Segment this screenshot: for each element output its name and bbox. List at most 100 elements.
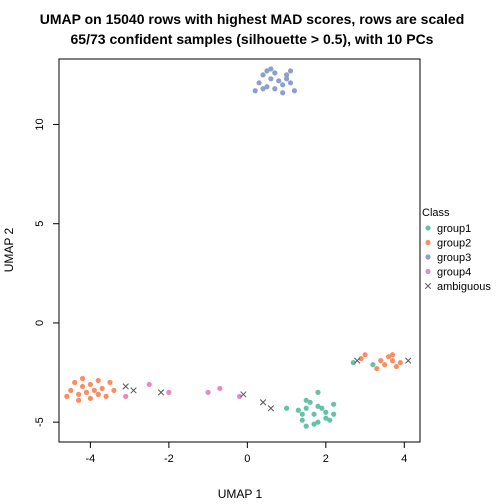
point-group2 [99, 385, 105, 392]
legend-label: ambiguous [437, 281, 491, 293]
x-tick-label: -2 [164, 453, 174, 465]
point-group1 [370, 362, 376, 368]
legend-marker [424, 282, 432, 290]
point-ambiguous [405, 357, 412, 364]
point-group2 [72, 379, 78, 386]
point-ambiguous [267, 405, 275, 412]
legend-marker [425, 239, 431, 246]
point-group1 [323, 409, 329, 415]
point-group3 [287, 80, 294, 86]
point-group3 [256, 80, 262, 86]
point-group3 [272, 70, 278, 76]
point-group2 [91, 387, 97, 394]
legend: Class group1 group2 group3 group4 ambiguous [422, 207, 491, 293]
legend-entry-group2: group2 [425, 238, 471, 250]
point-group2 [374, 365, 380, 372]
point-group3 [264, 68, 270, 74]
point-group2 [79, 375, 86, 382]
data-points [64, 66, 412, 429]
point-ambiguous [122, 383, 129, 390]
point-group4 [205, 389, 211, 395]
x-tick-label: -4 [86, 453, 96, 465]
point-group1 [303, 397, 309, 403]
legend-marker [425, 254, 431, 260]
point-group3 [287, 68, 294, 74]
point-group2 [111, 387, 117, 394]
point-group3 [252, 88, 258, 94]
point-group2 [397, 360, 403, 366]
point-group3 [283, 72, 290, 78]
y-axis: -5 0 5 10 [34, 118, 60, 427]
legend-entry-group1: group1 [425, 223, 471, 235]
y-tick-label: -5 [34, 417, 46, 427]
legend-marker [425, 225, 431, 231]
point-group1 [315, 419, 321, 425]
legend-label: group1 [437, 223, 471, 235]
legend-label: group3 [437, 252, 471, 264]
legend-title: Class [422, 207, 450, 219]
point-group2 [389, 358, 396, 364]
point-group1 [323, 415, 329, 421]
y-tick-label: 0 [34, 320, 46, 326]
point-group2 [386, 354, 392, 360]
point-group1 [311, 421, 317, 427]
point-group1 [331, 411, 337, 417]
point-ambiguous [354, 357, 361, 364]
point-group2 [76, 391, 82, 397]
point-group2 [83, 389, 90, 395]
point-group2 [68, 387, 74, 394]
y-tick-label: 5 [34, 221, 46, 227]
chart-subtitle: 65/73 confident samples (silhouette > 0.… [71, 31, 434, 47]
point-group1 [283, 405, 290, 411]
point-group2 [378, 358, 384, 364]
point-group3 [268, 76, 274, 82]
plot-frame [58, 58, 421, 443]
point-group2 [79, 383, 86, 390]
point-group2 [362, 352, 368, 358]
point-group4 [166, 389, 172, 395]
point-group2 [87, 381, 93, 388]
point-ambiguous [240, 391, 247, 398]
point-group1 [303, 405, 309, 411]
point-group3 [260, 86, 266, 92]
point-group1 [295, 407, 301, 413]
point-group1 [315, 389, 321, 395]
point-group4 [146, 381, 152, 388]
legend-label: group4 [437, 267, 471, 279]
point-ambiguous [130, 387, 137, 394]
point-group2 [382, 362, 388, 368]
point-group3 [268, 66, 274, 72]
point-group2 [64, 393, 70, 399]
point-group2 [393, 363, 400, 370]
point-ambiguous [157, 389, 165, 396]
point-group1 [311, 411, 317, 417]
point-group4 [236, 393, 243, 399]
point-group3 [280, 90, 286, 96]
point-group1 [315, 403, 321, 409]
point-group1 [350, 360, 356, 366]
x-axis: -4 -2 0 2 4 [86, 441, 407, 465]
legend-entry-ambiguous: ambiguous [424, 281, 491, 293]
point-group3 [260, 72, 266, 78]
point-group3 [264, 84, 270, 90]
point-group4 [123, 393, 129, 399]
point-group1 [327, 417, 333, 423]
point-group1 [299, 411, 305, 417]
x-tick-label: 0 [244, 453, 250, 465]
legend-entry-group4: group4 [425, 267, 471, 279]
point-group2 [358, 356, 364, 362]
point-group2 [95, 377, 101, 384]
x-tick-label: 4 [401, 453, 407, 465]
y-axis-label: UMAP 2 [2, 227, 16, 272]
point-group2 [76, 397, 82, 403]
point-group2 [87, 395, 93, 401]
point-group2 [107, 379, 113, 386]
point-group3 [291, 88, 298, 94]
point-group3 [272, 86, 278, 92]
point-group3 [276, 78, 282, 84]
point-group1 [299, 417, 305, 423]
point-group1 [303, 423, 309, 429]
legend-entry-group3: group3 [425, 252, 471, 264]
point-group2 [103, 393, 109, 399]
